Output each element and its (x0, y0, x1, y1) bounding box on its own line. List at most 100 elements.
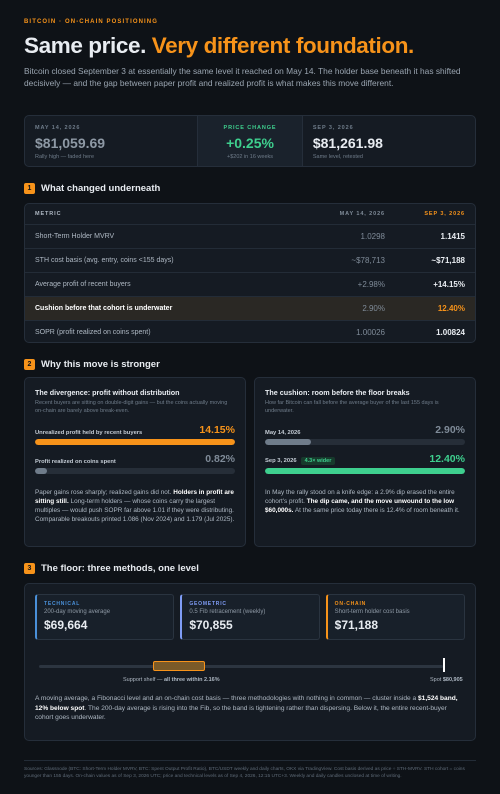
bar-tag: 4.3× wider (300, 457, 336, 465)
cell: 1.1415 (440, 232, 465, 241)
card-body: Paper gains rose sharply; realized gains… (35, 488, 235, 524)
cushion-card: The cushion: room before the floor break… (254, 377, 476, 547)
stat-label: PRICE CHANGE (223, 125, 277, 131)
text-segment: At the same price today there is 12.4% o… (293, 507, 460, 514)
section-number: 1 (24, 183, 35, 194)
bar-track (35, 468, 235, 474)
bar-fill (265, 468, 465, 474)
method-value: $71,188 (334, 618, 379, 632)
eyebrow: BITCOIN · ON-CHAIN POSITIONING (24, 19, 158, 25)
cell: ~$71,188 (431, 256, 465, 265)
text-segment: Holders in profit are sitting still. (35, 489, 234, 505)
cell: Cushion before that cohort is underwater (35, 305, 173, 312)
bar-row: Sep 3, 2026 4.3× wider 12.40% (265, 453, 465, 465)
section-header: 2 Why this move is stronger (24, 359, 160, 370)
bar-row: Profit realized on coins spent 0.82% (35, 453, 235, 465)
method-value: $69,664 (44, 618, 88, 632)
spot-label: Spot $80,905 (430, 677, 463, 683)
bar-value: 14.15% (199, 424, 235, 436)
card-title: The cushion: room before the floor break… (265, 388, 410, 397)
cell: 1.00026 (356, 328, 385, 337)
section-header: 3 The floor: three methods, one level (24, 563, 199, 574)
range: Support shelf — all three within 2.16% S… (35, 652, 465, 688)
band-label: Support shelf — all three within 2.16% (123, 677, 220, 683)
bar-label: Profit realized on coins spent (35, 459, 116, 465)
cell: 12.40% (437, 304, 465, 313)
text-segment: Paper gains rose sharply; realized gains… (35, 489, 174, 496)
section-title: The floor: three methods, one level (41, 563, 199, 574)
stats-card: MAY 14, 2026 $81,059.69 Rally high — fad… (24, 115, 476, 167)
header-cell: SEP 3, 2026 (424, 211, 465, 217)
method: ON-CHAIN Short-term holder cost basis $71,… (325, 594, 465, 640)
bar-value: 12.40% (429, 453, 465, 465)
method-tag: ON-CHAIN (334, 601, 367, 607)
cell: 1.0298 (360, 232, 385, 241)
text-segment: all three within 2.16% (163, 677, 220, 683)
bar-fill (35, 468, 47, 474)
bar-track (35, 439, 235, 445)
header-cell: METRIC (35, 211, 62, 217)
stat: SEP 3, 2026 $81,261.98 Same level, retes… (301, 116, 475, 166)
support-band (153, 661, 205, 671)
intro: Bitcoin closed September 3 at essentiall… (24, 66, 461, 88)
card-title: The divergence: profit without distribut… (35, 388, 180, 397)
text-segment: . The 200-day average is rising into the… (35, 704, 447, 722)
table-header: METRIC MAY 14, 2026 SEP 3, 2026 (25, 204, 475, 224)
card-desc: Recent buyers are sitting on double-digi… (35, 400, 228, 414)
stat-value: $81,059.69 (35, 135, 106, 151)
title-orange: Very different foundation. (151, 33, 415, 58)
divergence-card: The divergence: profit without distribut… (24, 377, 246, 547)
methods: TECHNICAL 200-day moving average $69,664 G… (35, 594, 465, 640)
section-title: Why this move is stronger (41, 359, 160, 370)
table-row: STH cost basis (avg. entry, coins <155 d… (25, 248, 475, 272)
title-white: Same price. (24, 33, 146, 58)
method-tag: GEOMETRIC (189, 601, 227, 607)
text-segment: $80,905 (442, 677, 463, 683)
stat-label: MAY 14, 2026 (35, 125, 81, 131)
bar-label: May 14, 2026 (265, 430, 301, 436)
table-row: Short-Term Holder MVRV 1.0298 1.1415 (25, 224, 475, 248)
text-segment: Long-term holders — whose coins carry th… (35, 498, 235, 523)
method: GEOMETRIC 0.5 Fib retracement (weekly) $70… (180, 594, 320, 640)
card-body: In May the rally stood on a knife edge: … (265, 488, 465, 515)
stat-note: Same level, retested (312, 154, 363, 160)
floor-body: A moving average, a Fibonacci level and … (35, 694, 465, 723)
cell: ~$78,713 (351, 256, 385, 265)
bar-label: Unrealized profit held by recent buyers (35, 430, 143, 436)
cell: +2.98% (357, 280, 385, 289)
text-segment: Support shelf — (123, 677, 164, 683)
cell: STH cost basis (avg. entry, coins <155 d… (35, 257, 174, 264)
text-segment: In May the rally stood on a knife edge: … (265, 489, 455, 505)
method: TECHNICAL 200-day moving average $69,664 (35, 594, 175, 640)
spot-marker (443, 658, 445, 672)
header-cell: MAY 14, 2026 (339, 211, 385, 217)
bar-fill (35, 439, 235, 445)
text-segment: A moving average, a Fibonacci level and … (35, 695, 419, 702)
method-desc: 0.5 Fib retracement (weekly) (189, 609, 266, 615)
method-desc: 200-day moving average (44, 609, 111, 615)
range-line (39, 665, 443, 668)
stat-note: +$202 in 16 weeks (226, 154, 274, 160)
table-row: Average profit of recent buyers +2.98% +14… (25, 272, 475, 296)
bar-value: 0.82% (205, 453, 235, 465)
bar-track (265, 468, 465, 474)
method-desc: Short-term holder cost basis (334, 609, 410, 615)
cell: 1.00824 (436, 328, 465, 337)
section-header: 1 What changed underneath (24, 183, 160, 194)
section-number: 2 (24, 359, 35, 370)
stat-value: +0.25% (226, 135, 274, 151)
metrics-table: METRIC MAY 14, 2026 SEP 3, 2026 Short-Term … (24, 203, 476, 343)
cell: SOPR (profit realized on coins spent) (35, 329, 151, 336)
text-segment: $1,524 band, 12% below spot (35, 695, 458, 712)
stat: PRICE CHANGE +0.25% +$202 in 16 weeks (197, 116, 302, 166)
cell: +14.15% (433, 280, 465, 289)
card-desc: How far Bitcoin can fall before the aver… (265, 400, 439, 414)
table-row: Cushion before that cohort is underwater… (25, 296, 475, 320)
method-value: $70,855 (189, 618, 233, 632)
stat-label: SEP 3, 2026 (312, 125, 354, 131)
footer: Sources: Glassnode (BTC: Short-Term Hold… (24, 760, 476, 780)
bar-value: 2.90% (435, 424, 465, 436)
stat: MAY 14, 2026 $81,059.69 Rally high — fad… (25, 116, 197, 166)
section-title: What changed underneath (41, 183, 161, 194)
